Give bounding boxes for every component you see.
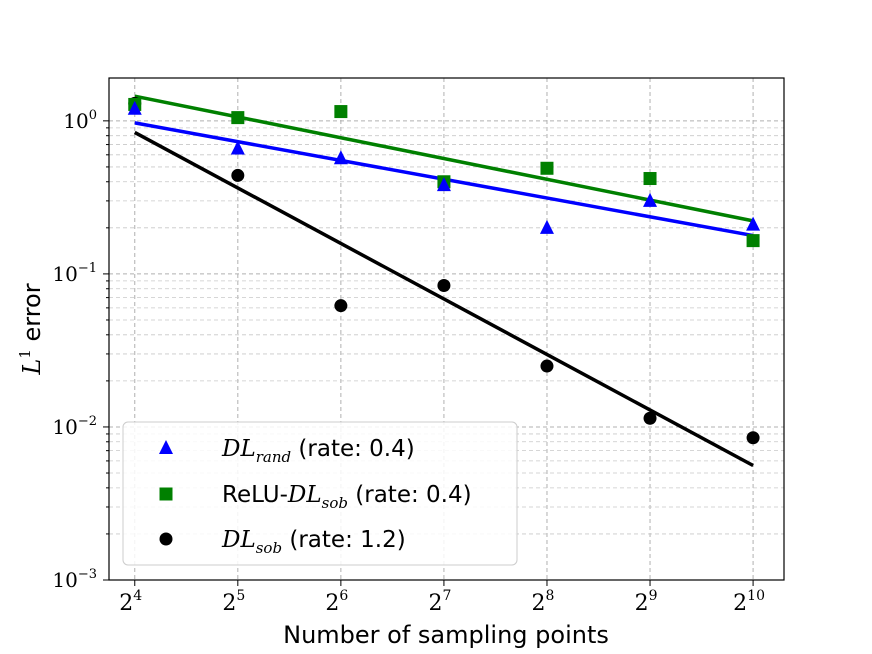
x-tick-label: 26 <box>325 588 348 616</box>
y-axis-label: L1 error <box>16 283 46 375</box>
y-tick-label: 10−3 <box>52 567 97 592</box>
legend-label-DL_sob: DLsob (rate: 1.2) <box>221 527 406 557</box>
y-tick-label: 100 <box>63 108 97 133</box>
data-point-DL_rand <box>333 150 348 165</box>
data-point-DL_sob <box>746 431 760 445</box>
x-tick-label: 24 <box>119 588 142 616</box>
x-tick-label: 25 <box>222 588 245 616</box>
data-point-DL_rand <box>436 177 451 192</box>
data-point-DL_rand <box>230 140 245 155</box>
legend-marker-ReLU-DL_sob <box>159 487 173 501</box>
data-point-DL_rand <box>643 192 658 207</box>
data-point-ReLU-DL_sob <box>231 111 245 125</box>
data-markers <box>127 96 761 445</box>
legend: DLrand (rate: 0.4) ReLU-DLsob (rate: 0.4)… <box>122 421 518 566</box>
y-axis-label-sup: 1 <box>16 349 34 359</box>
plot-frame <box>108 77 785 581</box>
data-point-DL_rand <box>539 219 554 234</box>
x-tick-label: 28 <box>532 588 555 616</box>
data-point-DL_sob <box>334 299 348 313</box>
y-tick-label: 10−1 <box>52 261 97 286</box>
data-point-ReLU-DL_sob <box>334 105 348 119</box>
y-axis-label-base: L <box>18 359 46 376</box>
y-tick-label: 10−2 <box>52 414 97 439</box>
data-point-DL_rand <box>127 100 142 115</box>
legend-label-DL_rand: DLrand (rate: 0.4) <box>221 436 415 466</box>
data-point-DL_sob <box>540 359 554 373</box>
fit-line-DL_sob <box>133 130 754 468</box>
data-point-ReLU-DL_sob <box>746 234 760 248</box>
legend-marker-DL_sob <box>159 532 173 546</box>
data-point-DL_sob <box>643 411 657 425</box>
y-axis-label-rest: error <box>18 283 46 349</box>
data-point-DL_sob <box>231 168 245 182</box>
legend-label-ReLU-DL_sob: ReLU-DLsob (rate: 0.4) <box>222 482 472 512</box>
data-point-DL_sob <box>437 278 451 292</box>
data-point-ReLU-DL_sob <box>643 172 657 186</box>
data-point-ReLU-DL_sob <box>540 161 554 175</box>
legend-entries: DLrand (rate: 0.4) ReLU-DLsob (rate: 0.4)… <box>159 436 472 557</box>
x-tick-label: 27 <box>428 588 451 616</box>
legend-marker-DL_rand <box>159 440 173 454</box>
data-point-DL_rand <box>746 216 761 231</box>
x-axis-label: Number of sampling points <box>283 621 609 649</box>
legend-box <box>122 421 518 566</box>
x-tick-label: 29 <box>635 588 658 616</box>
axis-ticks: 24 25 26 27 28 29 210 10−3 10−2 10−1 100 <box>52 108 765 616</box>
x-tick-label: 210 <box>733 588 765 616</box>
